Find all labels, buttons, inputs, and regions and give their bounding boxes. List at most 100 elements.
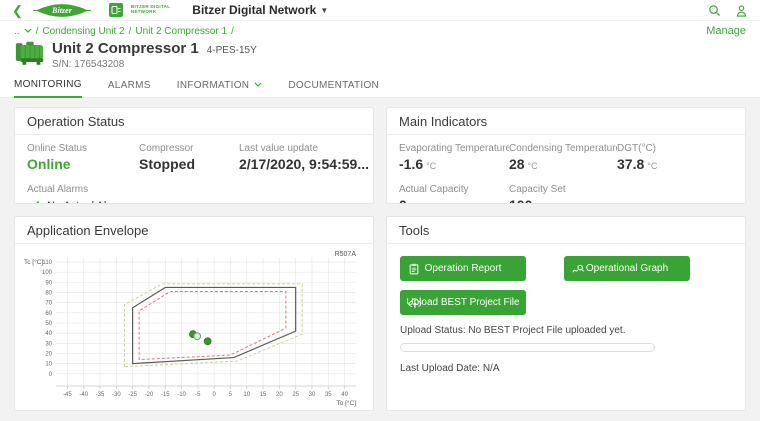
top-app-bar: ❮ Bitzer BITZER DIGITAL NETWORK Bitzer D… <box>0 0 760 21</box>
svg-text:Tc [°C]: Tc [°C] <box>24 258 43 266</box>
svg-text:-10: -10 <box>177 392 186 398</box>
application-envelope-body: -45-40-35-30-25-20-15-10-505101520253035… <box>15 244 373 410</box>
svg-text:5: 5 <box>229 392 233 398</box>
svg-text:-20: -20 <box>145 392 154 398</box>
svg-text:100: 100 <box>42 270 53 276</box>
device-title-block: Unit 2 Compressor 1 4-PES-15Y S/N: 17654… <box>14 40 746 70</box>
user-icon[interactable] <box>735 4 748 17</box>
graph-icon <box>572 262 585 275</box>
online-status-label: Online Status <box>27 143 139 154</box>
svg-text:40: 40 <box>341 392 348 398</box>
capacity-set-field: Capacity Set 100% <box>509 184 617 204</box>
svg-text:30: 30 <box>309 392 316 398</box>
dgt-label: DGT(°C) <box>617 143 733 154</box>
tab-documentation[interactable]: DOCUMENTATION <box>288 76 379 97</box>
evaporating-temperature-field: Evaporating Temperature -1.6°C <box>399 143 509 172</box>
svg-text:-30: -30 <box>112 392 121 398</box>
tools-title: Tools <box>387 217 745 244</box>
upload-cloud-icon <box>408 297 422 309</box>
tab-information[interactable]: INFORMATION <box>177 76 263 97</box>
last-upload-date-text: Last Upload Date: N/A <box>400 363 732 374</box>
operational-graph-button[interactable]: Operational Graph <box>564 256 690 281</box>
device-name: Unit 2 Compressor 1 <box>52 40 199 57</box>
app-title[interactable]: Bitzer Digital Network ▼ <box>192 3 328 17</box>
svg-text:-5: -5 <box>195 392 201 398</box>
evaporating-temperature-unit: °C <box>426 161 436 171</box>
actual-alarms-value: No Actual Alarms <box>47 200 131 204</box>
svg-text:10: 10 <box>45 362 52 368</box>
chevron-down-icon: ▼ <box>320 6 328 15</box>
bdn-logo-icon <box>109 3 123 17</box>
main-indicators-body: Evaporating Temperature -1.6°C Condensin… <box>387 135 745 203</box>
last-value-update-field: Last value update 2/17/2020, 9:54:59... <box>239 143 369 172</box>
tab-monitoring-label: MONITORING <box>14 79 82 90</box>
svg-text:110: 110 <box>42 260 52 266</box>
svg-text:-45: -45 <box>63 392 72 398</box>
bitzer-logo-text: Bitzer <box>51 6 73 15</box>
back-icon[interactable]: ❮ <box>12 4 23 17</box>
dgt-unit: °C <box>647 161 657 171</box>
breadcrumb-separator: / <box>231 26 234 37</box>
svg-text:-35: -35 <box>96 392 105 398</box>
svg-text:70: 70 <box>45 301 52 307</box>
report-icon <box>408 262 420 275</box>
evaporating-temperature-value: -1.6 <box>399 156 423 172</box>
compressor-state-label: Compressor <box>139 143 239 154</box>
breadcrumb: .. / Condensing Unit 2 / Unit 2 Compress… <box>14 25 746 37</box>
upload-status-text: Upload Status: No BEST Project File uplo… <box>400 325 732 336</box>
svg-text:90: 90 <box>45 280 52 286</box>
app-title-label: Bitzer Digital Network <box>192 3 316 17</box>
svg-text:10: 10 <box>243 392 250 398</box>
device-serial: S/N: 176543208 <box>52 59 257 70</box>
check-icon <box>27 200 40 204</box>
svg-text:50: 50 <box>45 321 52 327</box>
tab-strip: MONITORING ALARMS INFORMATION DOCUMENTAT… <box>0 70 760 98</box>
upload-best-project-file-label: Upload BEST Project File <box>406 297 519 308</box>
actual-alarms-status: No Actual Alarms <box>27 200 361 204</box>
svg-text:80: 80 <box>45 291 52 297</box>
svg-text:-40: -40 <box>79 392 88 398</box>
top-panel-row: Operation Status Online Status Online Co… <box>14 107 746 204</box>
tab-documentation-label: DOCUMENTATION <box>288 80 379 91</box>
compressor-state-field: Compressor Stopped <box>139 143 239 172</box>
content-area: Operation Status Online Status Online Co… <box>0 98 760 421</box>
actual-capacity-label: Actual Capacity <box>399 184 509 195</box>
svg-text:25: 25 <box>292 392 299 398</box>
condensing-temperature-label: Condensing Temperature <box>509 143 617 154</box>
breadcrumb-item-condensing-unit-2[interactable]: Condensing Unit 2 <box>42 26 124 37</box>
capacity-set-value: 100 <box>509 197 532 204</box>
breadcrumb-collapsed[interactable]: .. <box>14 26 20 37</box>
bitzer-logo: Bitzer <box>33 3 91 18</box>
svg-text:20: 20 <box>45 351 52 357</box>
compressor-state-value: Stopped <box>139 156 239 172</box>
breadcrumb-chevron-down-icon[interactable] <box>24 28 32 34</box>
actual-capacity-unit: % <box>410 202 418 204</box>
bottom-panel-row: Application Envelope -45-40-35-30-25-20-… <box>14 216 746 411</box>
svg-text:15: 15 <box>260 392 267 398</box>
condensing-temperature-unit: °C <box>528 161 538 171</box>
svg-text:40: 40 <box>45 331 52 337</box>
dgt-value: 37.8 <box>617 156 644 172</box>
svg-text:35: 35 <box>325 392 332 398</box>
last-value-update-label: Last value update <box>239 143 369 154</box>
upload-best-project-file-button[interactable]: Upload BEST Project File <box>400 290 526 315</box>
operational-graph-label: Operational Graph <box>586 263 668 274</box>
breadcrumb-item-unit-2-compressor-1[interactable]: Unit 2 Compressor 1 <box>135 26 227 37</box>
dgt-field: DGT(°C) 37.8°C <box>617 143 733 172</box>
svg-text:-25: -25 <box>128 392 137 398</box>
breadcrumb-separator: / <box>36 26 39 37</box>
operation-report-button[interactable]: Operation Report <box>400 256 526 281</box>
condensing-temperature-field: Condensing Temperature 28°C <box>509 143 617 172</box>
tab-monitoring[interactable]: MONITORING <box>14 76 82 98</box>
svg-text:0: 0 <box>49 372 53 378</box>
svg-text:20: 20 <box>276 392 283 398</box>
operation-status-body: Online Status Online Compressor Stopped … <box>15 135 373 203</box>
tab-alarms[interactable]: ALARMS <box>108 76 151 97</box>
svg-text:60: 60 <box>45 311 52 317</box>
manage-link[interactable]: Manage <box>706 25 746 37</box>
actual-capacity-value: 0 <box>399 197 407 204</box>
last-value-update-value: 2/17/2020, 9:54:59... <box>239 156 369 172</box>
device-model: 4-PES-15Y <box>207 45 257 56</box>
search-icon[interactable] <box>708 4 721 17</box>
tools-panel: Tools Operation Report <box>386 216 746 411</box>
